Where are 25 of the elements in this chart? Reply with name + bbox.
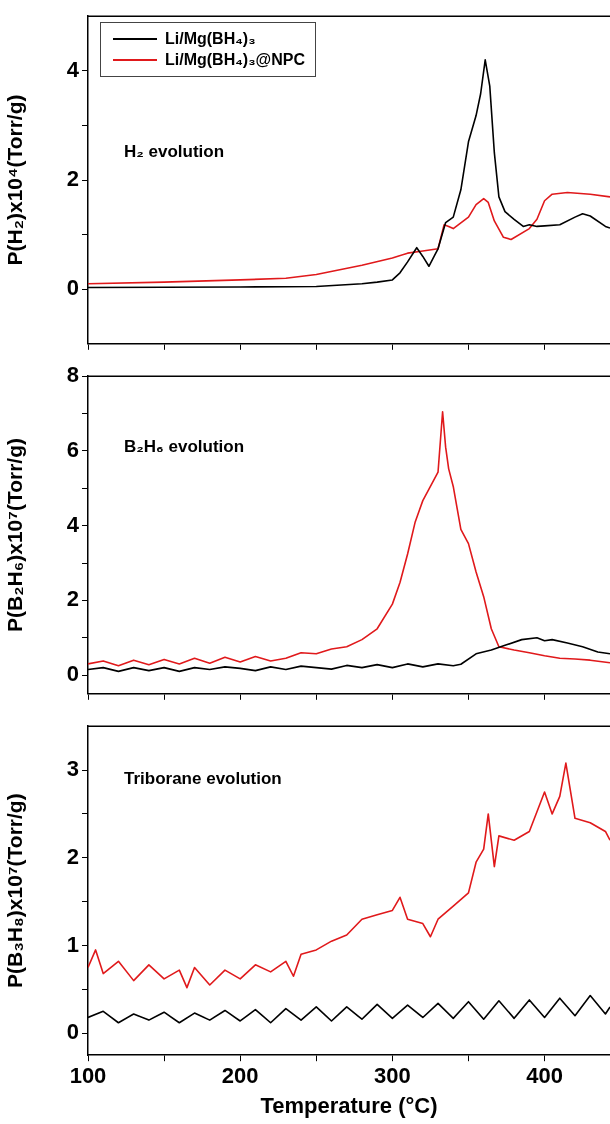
y-tick-label: 2	[66, 586, 79, 612]
y-tick-label: 8	[66, 362, 79, 388]
y-tick-label: 3	[66, 756, 79, 782]
x-axis-title: Temperature (°C)	[260, 1092, 438, 1118]
legend-label: Li/Mg(BH₄)₃	[165, 30, 256, 49]
y-tick-label: 0	[66, 661, 79, 687]
x-tick-label: 200	[221, 1063, 259, 1089]
y-tick-label: 0	[66, 1019, 79, 1045]
y-axis-title: P(B₂H₆)x10⁷(Torr/g)	[3, 438, 27, 632]
annotation: B₂H₆ evolution	[124, 436, 245, 456]
y-tick-label: 2	[66, 166, 79, 192]
annotation: H₂ evolution	[124, 141, 225, 161]
y-tick-label: 1	[66, 931, 79, 957]
y-tick-label: 4	[66, 511, 80, 537]
y-tick-label: 6	[66, 436, 79, 462]
y-tick-label: 2	[66, 843, 79, 869]
legend-label: Li/Mg(BH₄)₃@NPC	[165, 51, 305, 70]
y-tick-label: 4	[66, 56, 80, 82]
annotation: Triborane evolution	[124, 768, 282, 788]
y-axis-title: P(B₃H₈)x10⁷(Torr/g)	[3, 793, 27, 989]
x-tick-label: 400	[526, 1063, 563, 1089]
x-tick-label: 100	[69, 1063, 107, 1089]
y-tick-label: 0	[66, 275, 79, 301]
x-tick-label: 300	[374, 1063, 411, 1089]
y-axis-title: P(H₂)x10⁴(Torr/g)	[3, 94, 27, 266]
